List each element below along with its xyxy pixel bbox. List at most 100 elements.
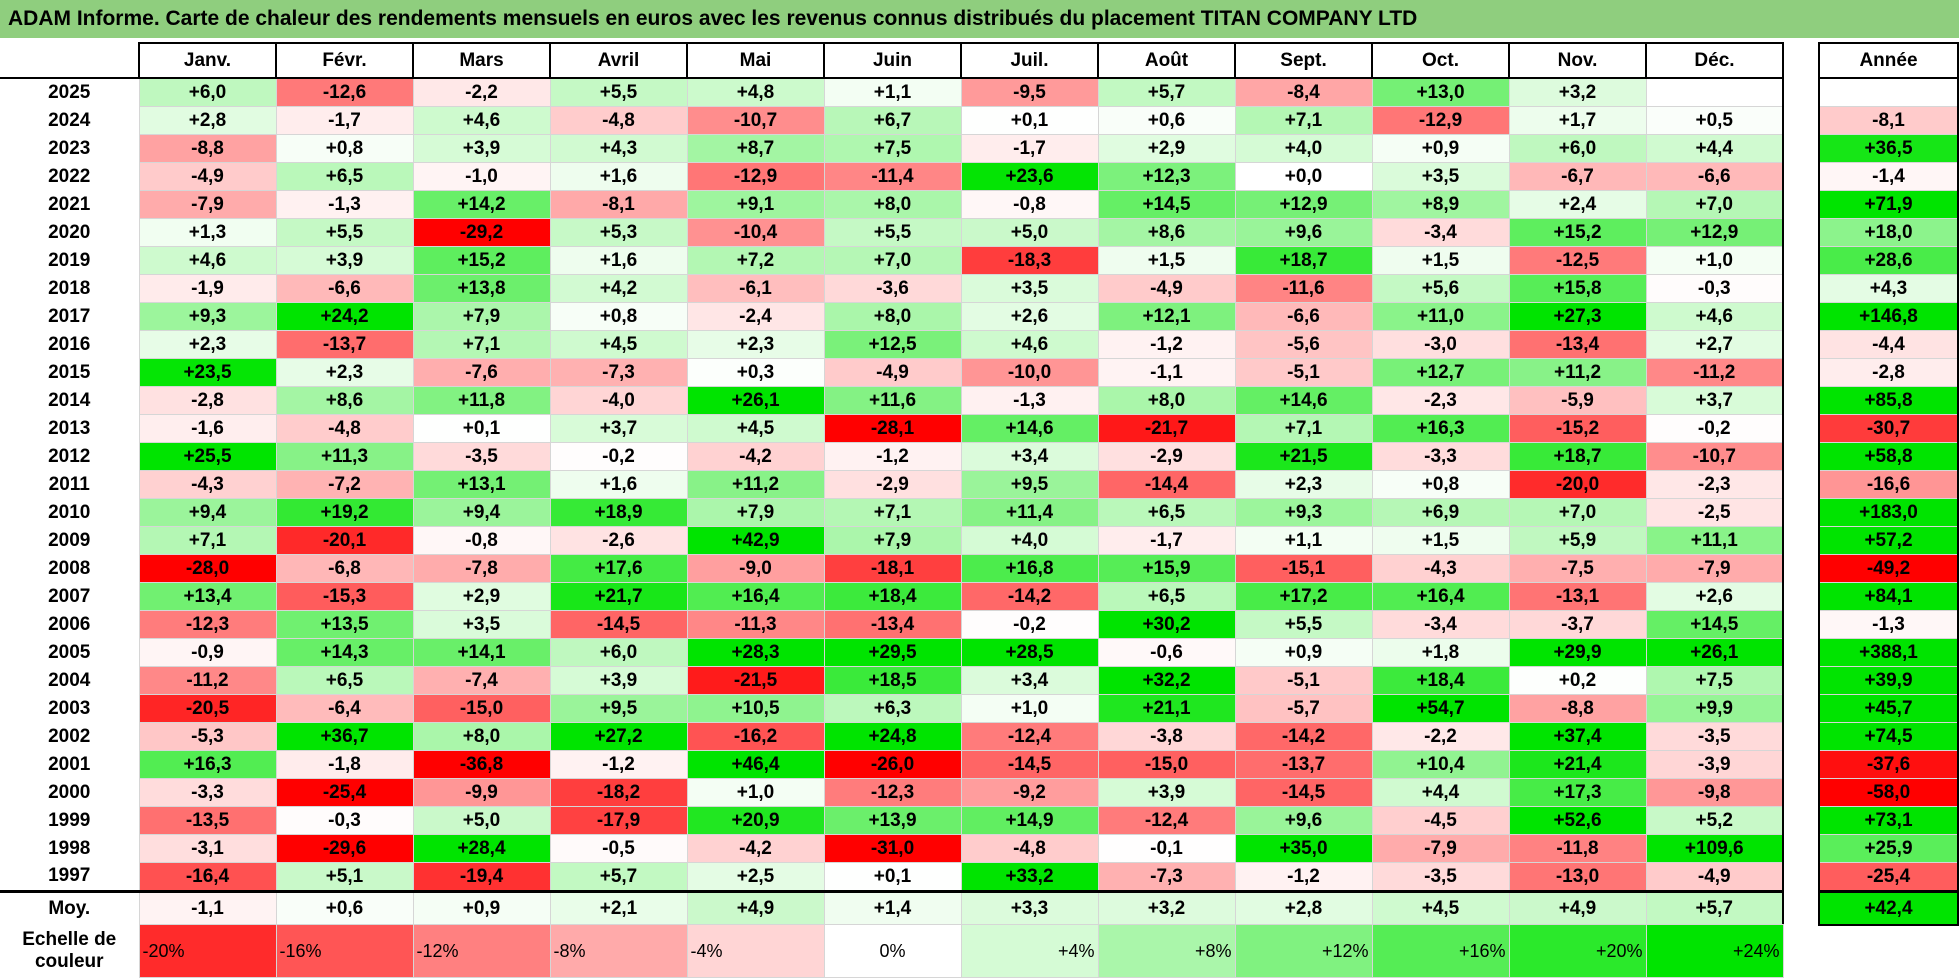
heatmap-cell: -6,1 bbox=[686, 274, 825, 303]
heatmap-cell: +23,5 bbox=[138, 358, 277, 387]
annual-cell: +71,9 bbox=[1818, 190, 1959, 219]
heatmap-cell: -0,2 bbox=[549, 442, 688, 471]
heatmap-cell: +2,9 bbox=[412, 582, 551, 611]
heatmap-cell: -0,3 bbox=[1645, 274, 1784, 303]
heatmap-cell: +0,6 bbox=[1097, 106, 1236, 135]
heatmap-cell: -10,7 bbox=[686, 106, 825, 135]
year-label: 2005 bbox=[48, 641, 91, 663]
heatmap-cell: +13,4 bbox=[138, 582, 277, 611]
heatmap-cell: -28,0 bbox=[138, 554, 277, 583]
annual-row: +73,1 bbox=[1818, 806, 1959, 835]
month-header-5: Mai bbox=[686, 42, 825, 79]
heatmap-cell: +15,9 bbox=[1097, 554, 1236, 583]
year-label: 2016 bbox=[48, 333, 91, 355]
heatmap-cell: +8,7 bbox=[686, 134, 825, 163]
heatmap-cell: -3,5 bbox=[1645, 722, 1784, 751]
year-label: 1999 bbox=[48, 809, 91, 831]
year-label: 2008 bbox=[48, 557, 91, 579]
heatmap-cell: -7,5 bbox=[1508, 554, 1647, 583]
heatmap-cell: +4,5 bbox=[549, 330, 688, 359]
year-label: 2018 bbox=[48, 277, 91, 299]
heatmap-cell: -15,2 bbox=[1508, 414, 1647, 443]
table-row: 1999 -13,5 -0,3 +5,0 -17,9 +20,9 +13,9 +14,9 -12… bbox=[0, 806, 1784, 835]
heatmap-cell: +3,5 bbox=[960, 274, 1099, 303]
heatmap-cell: +2,3 bbox=[275, 358, 414, 387]
table-row: 2022 -4,9 +6,5 -1,0 +1,6 -12,9 -11,4 +23,6 +12,3… bbox=[0, 162, 1784, 191]
heatmap-cell: +3,5 bbox=[1371, 162, 1510, 191]
annual-cell: -2,8 bbox=[1818, 358, 1959, 387]
heatmap-cell: -18,3 bbox=[960, 246, 1099, 275]
heatmap-cell: +5,3 bbox=[549, 218, 688, 247]
annual-row: -1,4 bbox=[1818, 162, 1959, 191]
average-cell: +4,5 bbox=[1371, 890, 1510, 926]
heatmap-cell: -12,4 bbox=[1097, 806, 1236, 835]
year-label: 2025 bbox=[0, 77, 139, 107]
heatmap-cell: -7,6 bbox=[412, 358, 551, 387]
heatmap-cell: -9,5 bbox=[960, 77, 1099, 107]
heatmap-cell: -2,4 bbox=[686, 302, 825, 331]
heatmap-cell: -8,4 bbox=[1234, 77, 1373, 107]
annual-row: +146,8 bbox=[1818, 302, 1959, 331]
heatmap-cell: +16,4 bbox=[686, 582, 825, 611]
year-label: 2002 bbox=[48, 725, 91, 747]
scale-swatch: +20% bbox=[1508, 924, 1647, 978]
heatmap-cell: +54,7 bbox=[1371, 694, 1510, 723]
table-row: 2005 -0,9 +14,3 +14,1 +6,0 +28,3 +29,5 +28,5 -0,… bbox=[0, 638, 1784, 667]
heatmap-cell: +6,3 bbox=[823, 694, 962, 723]
table-row: 2002 -5,3 +36,7 +8,0 +27,2 -16,2 +24,8 -12,4 -3,… bbox=[0, 722, 1784, 751]
heatmap-cell: +2,3 bbox=[138, 330, 277, 359]
heatmap-cell: -36,8 bbox=[412, 750, 551, 779]
scale-swatch: +4% bbox=[960, 924, 1099, 978]
annual-row: +388,1 bbox=[1818, 638, 1959, 667]
heatmap-cell: +14,1 bbox=[412, 638, 551, 667]
heatmap-cell: +9,9 bbox=[1645, 694, 1784, 723]
heatmap-cell: -4,2 bbox=[686, 442, 825, 471]
average-row: Moy. -1,1 +0,6 +0,9 +2,1 +4,9 +1,4 +3,3 +3,2 +2,8… bbox=[0, 890, 1784, 926]
heatmap-cell: +6,0 bbox=[549, 638, 688, 667]
table-row: 2017 +9,3 +24,2 +7,9 +0,8 -2,4 +8,0 +2,6 +12,1 -6… bbox=[0, 302, 1784, 331]
table-row: 2004 -11,2 +6,5 -7,4 +3,9 -21,5 +18,5 +3,4 +32,2… bbox=[0, 666, 1784, 695]
heatmap-cell: -13,7 bbox=[275, 330, 414, 359]
heatmap-cell: +3,9 bbox=[275, 246, 414, 275]
heatmap-cell: +5,7 bbox=[549, 862, 688, 892]
heatmap-cell: -13,0 bbox=[1508, 862, 1647, 892]
table-row: 1998 -3,1 -29,6 +28,4 -0,5 -4,2 -31,0 -4,8 -0,1 +… bbox=[0, 834, 1784, 863]
heatmap-cell: +35,0 bbox=[1234, 834, 1373, 863]
annual-row: +25,9 bbox=[1818, 834, 1959, 863]
page-title: ADAM Informe. Carte de chaleur des rende… bbox=[0, 0, 1959, 38]
table-row: 2013 -1,6 -4,8 +0,1 +3,7 +4,5 -28,1 +14,6 -21,7 +… bbox=[0, 414, 1784, 443]
annual-cell: +39,9 bbox=[1818, 666, 1959, 695]
year-label: 2001 bbox=[48, 753, 91, 775]
table-row: 2024 +2,8 -1,7 +4,6 -4,8 -10,7 +6,7 +0,1 +0,6 +7,… bbox=[0, 106, 1784, 135]
heatmap-cell: +32,2 bbox=[1097, 666, 1236, 695]
heatmap-cell: +7,9 bbox=[686, 498, 825, 527]
heatmap-cell: -1,2 bbox=[823, 442, 962, 471]
heatmap-cell: +10,5 bbox=[686, 694, 825, 723]
heatmap-cell: -1,2 bbox=[1097, 330, 1236, 359]
month-header-1: Janv. bbox=[138, 42, 277, 79]
heatmap-cell: +42,9 bbox=[686, 526, 825, 555]
heatmap-cell: -7,9 bbox=[1645, 554, 1784, 583]
heatmap-cell: +7,1 bbox=[1234, 414, 1373, 443]
heatmap-cell: +14,9 bbox=[960, 806, 1099, 835]
heatmap-cell: +17,2 bbox=[1234, 582, 1373, 611]
heatmap-cell: -12,9 bbox=[686, 162, 825, 191]
annual-cell: +74,5 bbox=[1818, 722, 1959, 751]
heatmap-cell: -3,4 bbox=[1371, 610, 1510, 639]
heatmap-cell: +13,5 bbox=[275, 610, 414, 639]
heatmap-cell: -15,0 bbox=[412, 694, 551, 723]
heatmap-cell: +0,1 bbox=[823, 862, 962, 892]
heatmap-cell: +6,5 bbox=[275, 162, 414, 191]
heatmap-cell: -2,9 bbox=[1097, 442, 1236, 471]
heatmap-cell: +27,3 bbox=[1508, 302, 1647, 331]
annual-cell: -25,4 bbox=[1818, 862, 1959, 892]
heatmap-cell: +1,8 bbox=[1371, 638, 1510, 667]
average-label: Moy. bbox=[0, 890, 139, 925]
heatmap-cell: -15,1 bbox=[1234, 554, 1373, 583]
heatmap-cell: +8,6 bbox=[275, 386, 414, 415]
heatmap-cell: -9,0 bbox=[686, 554, 825, 583]
heatmap-cell: +14,6 bbox=[1234, 386, 1373, 415]
annual-cell: +84,1 bbox=[1818, 582, 1959, 611]
heatmap-cell: +9,3 bbox=[138, 302, 277, 331]
heatmap-cell: -3,9 bbox=[1645, 750, 1784, 779]
